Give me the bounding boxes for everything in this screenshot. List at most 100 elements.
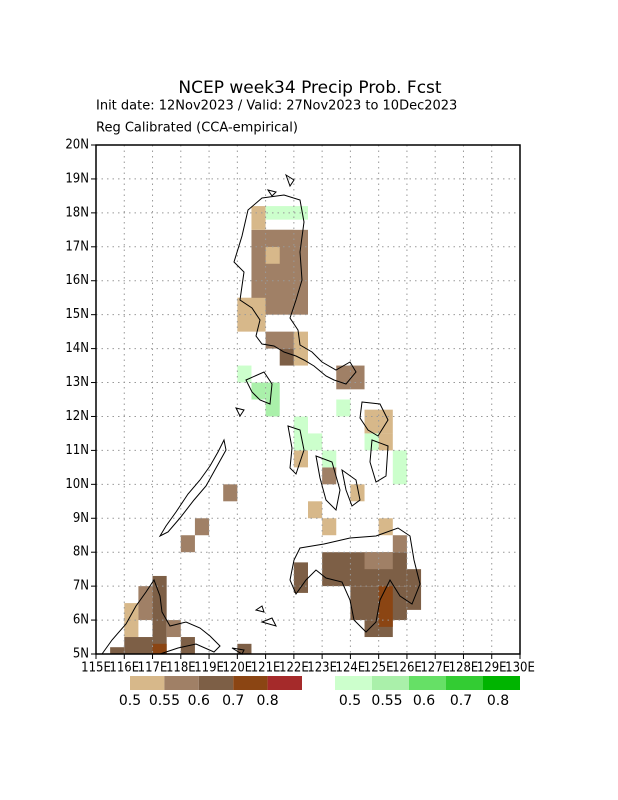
x-tick-label: 123E (307, 661, 337, 676)
prob-cell (308, 501, 323, 519)
legend-label: 0.7 (222, 693, 244, 709)
y-tick-label: 19N (65, 171, 89, 186)
prob-cell (293, 562, 308, 593)
coastline (101, 578, 221, 655)
subtitle: Init date: 12Nov2023 / Valid: 27Nov2023 … (96, 99, 457, 114)
prob-cell (279, 348, 294, 366)
coastline (287, 425, 305, 475)
x-tick-label: 115E (81, 661, 111, 676)
prob-cell (251, 382, 266, 400)
legend-swatch (164, 676, 199, 690)
prob-cell (152, 643, 167, 654)
prob-cell (322, 467, 337, 485)
y-tick-label: 5N (73, 647, 89, 662)
legend-swatch (267, 676, 302, 690)
coastline (266, 173, 295, 197)
x-tick-label: 118E (166, 661, 196, 676)
legend-label: 0.6 (413, 693, 435, 709)
prob-cell (110, 647, 125, 654)
y-tick-label: 12N (65, 409, 89, 424)
coastline (101, 173, 421, 655)
legend-label: 0.5 (119, 693, 141, 709)
prob-cell (265, 382, 280, 417)
legend-label: 0.5 (339, 693, 361, 709)
prob-cell (364, 552, 393, 570)
prob-cell (265, 229, 294, 247)
x-tick-label: 120E (222, 661, 252, 676)
y-tick-label: 8N (73, 545, 89, 560)
prob-cell (124, 637, 153, 654)
prob-cell (406, 569, 422, 610)
prob-cell (251, 206, 266, 230)
x-tick-label: 117E (138, 661, 168, 676)
x-tick-label: 124E (336, 661, 366, 676)
prob-cell (124, 603, 139, 638)
prob-cell (265, 246, 280, 264)
legend-label: 0.55 (371, 693, 402, 709)
legend-label: 0.6 (188, 693, 210, 709)
x-tick-label: 130E (505, 661, 535, 676)
prob-cell (378, 586, 393, 627)
y-tick-label: 13N (65, 375, 89, 390)
prob-cell (251, 280, 266, 298)
prob-cell (265, 206, 308, 220)
legend-swatch (335, 676, 372, 690)
y-tick-label: 10N (65, 477, 89, 492)
prob-cell (392, 450, 407, 485)
x-tick-label: 121E (251, 661, 281, 676)
y-tick-label: 14N (65, 341, 89, 356)
legend-swatch (198, 676, 234, 690)
prob-cell (237, 643, 252, 654)
prob-cell (152, 575, 167, 654)
prob-cell (166, 620, 181, 638)
prob-cell (138, 586, 153, 621)
y-tick-label: 7N (73, 579, 89, 594)
prob-cell (336, 399, 351, 417)
map-title: NCEP week34 Precip Prob. Fcst (178, 78, 442, 98)
prob-cell (223, 484, 238, 502)
y-tick-label: 16N (65, 273, 89, 288)
legend-label: 0.8 (256, 693, 278, 709)
coastline (158, 438, 227, 538)
legend-label: 0.8 (487, 693, 509, 709)
legend-swatch (130, 676, 165, 690)
legend-label: 0.7 (450, 693, 472, 709)
y-tick-label: 20N (65, 138, 89, 153)
legend-swatch (372, 676, 409, 690)
map-frame (95, 144, 521, 655)
y-tick-label: 11N (65, 443, 89, 458)
x-tick-label: 122E (279, 661, 309, 676)
prob-cell (392, 535, 407, 553)
prob-cell (350, 484, 365, 502)
prob-cell (265, 331, 294, 349)
prob-cell (237, 365, 252, 383)
x-tick-label: 129E (477, 661, 507, 676)
y-tick-label: 17N (65, 239, 89, 254)
prob-cell (364, 409, 393, 434)
legend: 0.5 0.55 0.6 0.7 0.8 0.5 0.55 0.6 0.7 0.8 (119, 676, 520, 709)
legend-swatch (446, 676, 483, 690)
x-tick-label: 125E (364, 661, 394, 676)
prob-cell (378, 433, 393, 451)
legend-swatch (233, 676, 268, 690)
coastline (289, 527, 421, 633)
y-tick-label: 18N (65, 205, 89, 220)
y-tick-label: 15N (65, 307, 89, 322)
coastline (231, 407, 277, 655)
x-tick-label: 126E (392, 661, 422, 676)
legend-label: 0.55 (149, 693, 180, 709)
subtitle: Reg Calibrated (CCA-empirical) (96, 121, 298, 136)
x-tick-label: 127E (420, 661, 450, 676)
coastline (315, 455, 341, 512)
x-tick-label: 128E (449, 661, 479, 676)
legend-swatch (483, 676, 520, 690)
y-tick-label: 6N (73, 613, 89, 628)
axes: 115E116E117E118E119E120E121E122E123E124E… (65, 138, 535, 676)
coastline (245, 371, 273, 405)
coastline (359, 401, 389, 483)
prob-cell (180, 535, 195, 553)
coastline (341, 468, 361, 507)
prob-cell (322, 518, 337, 536)
